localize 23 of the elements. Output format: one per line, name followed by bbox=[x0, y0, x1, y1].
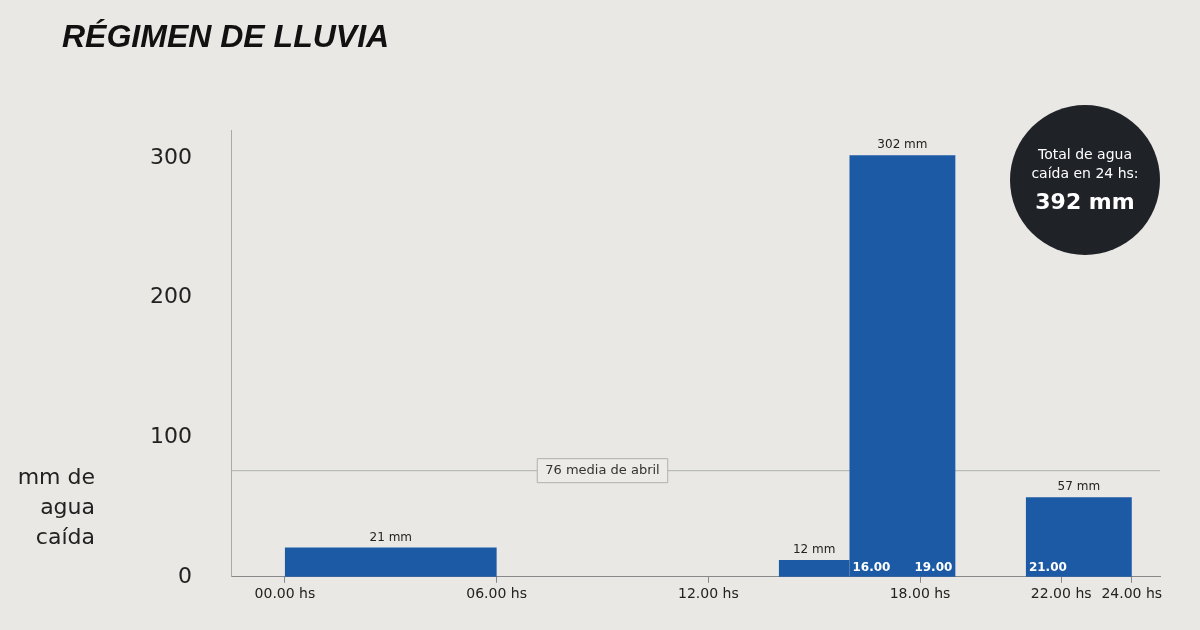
data-label: 21 mm bbox=[369, 529, 413, 544]
x-tick-label: 12.00 hs bbox=[677, 584, 739, 601]
x-tick-label: 18.00 hs bbox=[889, 584, 951, 601]
data-label: 57 mm bbox=[1057, 479, 1101, 494]
data-label: 12 mm bbox=[792, 542, 836, 557]
y-tick-label: 100 bbox=[149, 422, 192, 448]
ref-line-label: 76 media de abril bbox=[545, 462, 660, 478]
y-axis-title: mm de agua caída bbox=[16, 463, 95, 551]
circle-badge: Total de agua caída en 24 hs: 392 mm bbox=[1010, 105, 1160, 255]
x-tick-label: 06.00 hs bbox=[466, 584, 527, 601]
annotation: 21.00 bbox=[1028, 559, 1067, 574]
x-tick-label: 24.00 hs bbox=[1101, 584, 1163, 601]
annotation: Total de agua caída en 24 hs: bbox=[1030, 145, 1140, 183]
x-tick-label: 22.00 hs bbox=[1030, 584, 1092, 601]
y-tick-label: 200 bbox=[149, 283, 192, 309]
annotation: 16.00 bbox=[852, 559, 891, 574]
data-label: 302 mm bbox=[877, 137, 928, 152]
x-tick-label: 00.00 hs bbox=[254, 584, 316, 601]
y-tick-label: 0 bbox=[177, 562, 192, 588]
chart-title: RÉGIMEN DE LLUVIA bbox=[62, 18, 390, 55]
annotation: 19.00 bbox=[914, 559, 953, 574]
annotation: 392 mm bbox=[1034, 189, 1136, 214]
y-tick-label: 300 bbox=[149, 143, 192, 169]
